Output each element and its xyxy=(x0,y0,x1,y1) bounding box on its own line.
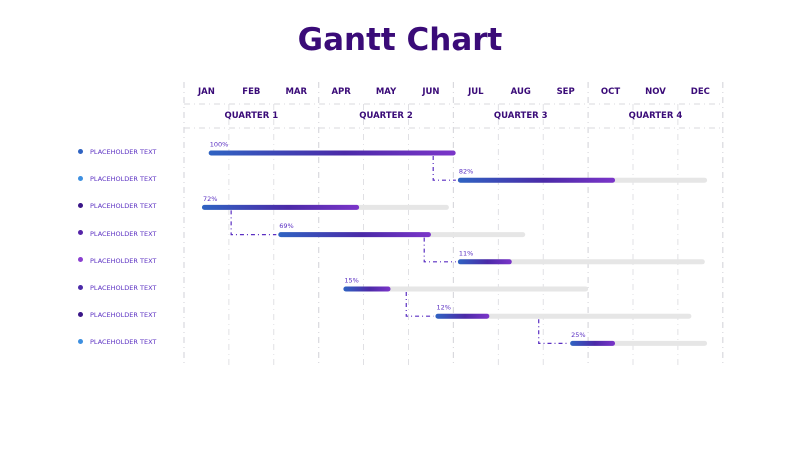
progress-label: 25% xyxy=(571,331,585,339)
task-label-text: PLACEHOLDER TEXT xyxy=(90,202,157,211)
quarter-label: QUARTER 3 xyxy=(494,111,548,121)
month-label: MAY xyxy=(376,87,397,97)
task-bar xyxy=(343,286,391,292)
progress-label: 72% xyxy=(203,195,217,203)
task-dot-icon xyxy=(78,338,83,344)
chart-title: Gantt Chart xyxy=(297,22,503,58)
dependency-connector xyxy=(432,156,456,181)
quarter-label: QUARTER 4 xyxy=(629,111,683,121)
connector-layer xyxy=(230,156,569,344)
month-label: APR xyxy=(331,87,351,97)
task-label-text: PLACEHOLDER TEXT xyxy=(90,229,157,238)
progress-label: 11% xyxy=(459,249,473,257)
dependency-connector xyxy=(230,210,277,236)
task-dot-icon xyxy=(78,202,83,208)
task-label-text: PLACEHOLDER TEXT xyxy=(90,148,157,156)
dependency-connector xyxy=(423,237,456,263)
task-track xyxy=(457,259,705,265)
task-label: PLACEHOLDER TEXT xyxy=(78,230,156,238)
task-bar xyxy=(457,259,512,265)
task-label: PLACEHOLDER TEXT xyxy=(78,338,156,346)
quarter-label: QUARTER 1 xyxy=(225,111,279,121)
task-bar xyxy=(570,340,616,346)
task-bar xyxy=(278,232,431,238)
quarter-label: QUARTER 2 xyxy=(359,111,413,121)
month-label: JUL xyxy=(467,87,484,97)
task-bar xyxy=(457,177,616,183)
task-label-text: PLACEHOLDER TEXT xyxy=(90,175,157,184)
task-label: PLACEHOLDER TEXT xyxy=(78,311,156,319)
task-label-text: PLACEHOLDER TEXT xyxy=(90,284,157,292)
month-label: OCT xyxy=(601,87,620,97)
month-label: SEP xyxy=(557,87,575,97)
task-dot-icon xyxy=(78,311,83,317)
task-dot-icon xyxy=(78,284,83,290)
task-label: PLACEHOLDER TEXT xyxy=(78,202,156,210)
task-dot-icon xyxy=(78,175,83,181)
task-label-text: PLACEHOLDER TEXT xyxy=(90,256,157,265)
task-label: PLACEHOLDER TEXT xyxy=(78,175,156,183)
task-label: PLACEHOLDER TEXT xyxy=(78,148,156,156)
month-label: MAR xyxy=(285,87,307,97)
task-track xyxy=(435,313,692,319)
task-dot-icon xyxy=(78,257,83,263)
month-label: JUN xyxy=(421,87,439,97)
task-label-text: PLACEHOLDER TEXT xyxy=(90,338,157,347)
bar-layer: 100% 82% 72% 69% 11% 15% 12% 25% xyxy=(201,141,616,346)
month-label: JAN xyxy=(197,87,215,97)
progress-label: 100% xyxy=(210,141,229,149)
progress-label: 69% xyxy=(279,222,293,230)
task-bar xyxy=(201,204,360,210)
month-label: DEC xyxy=(691,87,710,97)
task-bar xyxy=(208,150,456,156)
month-label: NOV xyxy=(645,87,666,97)
grid-layer xyxy=(183,82,724,366)
progress-label: 82% xyxy=(459,168,473,176)
task-track xyxy=(343,286,589,292)
task-bar xyxy=(435,313,490,319)
task-dot-icon xyxy=(78,148,83,154)
dependency-connector xyxy=(538,319,569,344)
month-label: AUG xyxy=(511,87,531,97)
task-label: PLACEHOLDER TEXT xyxy=(78,257,156,265)
progress-label: 15% xyxy=(344,277,358,285)
header-layer: JAN FEB MAR APR MAY JUN JUL AUG SEP OCT NOV DEC QUAR… xyxy=(197,87,710,121)
task-dot-icon xyxy=(78,230,83,236)
task-label: PLACEHOLDER TEXT xyxy=(78,284,156,292)
task-label-text: PLACEHOLDER TEXT xyxy=(90,311,157,320)
month-label: FEB xyxy=(242,87,260,97)
dependency-connector xyxy=(405,292,434,317)
progress-label: 12% xyxy=(436,304,450,312)
